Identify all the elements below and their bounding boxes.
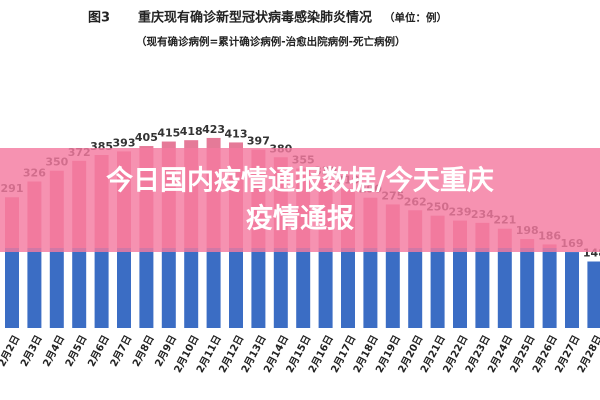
overlay-title: 今日国内疫情通报数据/今天重庆 <box>106 165 494 197</box>
chart-subtitle: （现有确诊病例=累计确诊病例-治愈出院病例-死亡病例） <box>136 35 406 48</box>
chart-title: 重庆现有确诊新型冠状病毒感染肺炎情况 <box>138 10 372 26</box>
unit-label: （单位：例） <box>384 11 447 24</box>
value-label: 397 <box>247 135 270 148</box>
value-label: 413 <box>225 127 248 140</box>
bar <box>542 244 557 328</box>
bar <box>565 252 579 328</box>
value-label: 393 <box>113 136 136 149</box>
value-label: 405 <box>135 131 158 144</box>
bar <box>497 228 512 328</box>
bar <box>587 261 600 328</box>
overlay-banner <box>0 148 600 252</box>
value-label: 418 <box>180 125 203 138</box>
value-label: 423 <box>202 123 225 136</box>
overlay-title: 疫情通报 <box>246 203 354 235</box>
bar <box>520 239 535 328</box>
value-label: 415 <box>157 127 180 140</box>
figure-label: 图3 <box>88 11 110 26</box>
